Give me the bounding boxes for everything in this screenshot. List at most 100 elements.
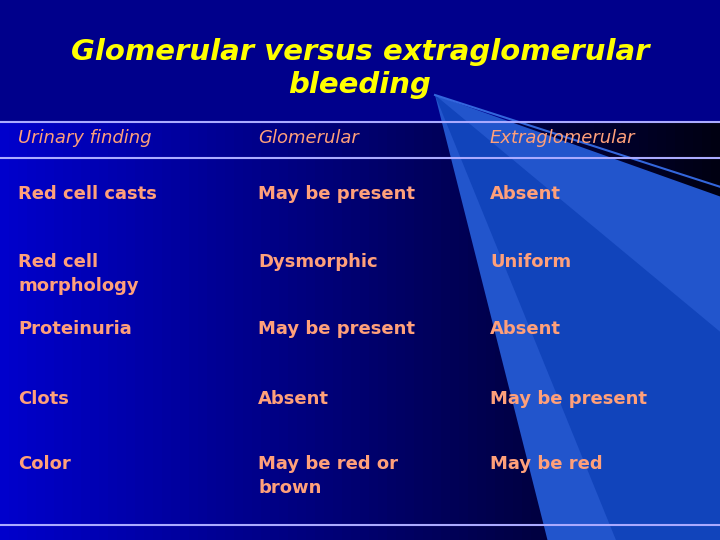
Bar — [702, 0, 711, 540]
Bar — [252, 0, 261, 540]
Bar — [54, 0, 63, 540]
Bar — [261, 0, 270, 540]
Bar — [234, 0, 243, 540]
Bar — [468, 0, 477, 540]
Text: May be present: May be present — [258, 320, 415, 338]
Polygon shape — [435, 95, 720, 540]
Polygon shape — [435, 95, 720, 540]
Text: May be present: May be present — [258, 185, 415, 203]
Bar — [18, 0, 27, 540]
Bar — [63, 0, 72, 540]
Bar — [369, 0, 378, 540]
Bar — [441, 0, 450, 540]
Text: Red cell
morphology: Red cell morphology — [18, 253, 139, 295]
Bar — [198, 0, 207, 540]
Bar — [288, 0, 297, 540]
Bar — [522, 0, 531, 540]
Bar — [684, 0, 693, 540]
Bar — [171, 0, 180, 540]
Bar — [423, 0, 432, 540]
Text: Red cell casts: Red cell casts — [18, 185, 157, 203]
Text: Proteinuria: Proteinuria — [18, 320, 132, 338]
Bar — [243, 0, 252, 540]
Bar — [279, 0, 288, 540]
Bar — [315, 0, 324, 540]
Bar — [117, 0, 126, 540]
Bar — [153, 0, 162, 540]
Bar — [603, 0, 612, 540]
Bar — [639, 0, 648, 540]
Bar — [378, 0, 387, 540]
Text: May be present: May be present — [490, 390, 647, 408]
Bar — [333, 0, 342, 540]
Bar — [495, 0, 504, 540]
Bar — [396, 0, 405, 540]
Bar — [675, 0, 684, 540]
Text: Color: Color — [18, 455, 71, 473]
Bar — [405, 0, 414, 540]
Bar — [576, 0, 585, 540]
Bar — [486, 0, 495, 540]
Bar — [144, 0, 153, 540]
Text: May be red: May be red — [490, 455, 603, 473]
Bar — [126, 0, 135, 540]
Bar — [0, 0, 720, 122]
Text: Glomerular versus extraglomerular: Glomerular versus extraglomerular — [71, 38, 649, 66]
Bar — [81, 0, 90, 540]
Bar — [36, 0, 45, 540]
Text: May be red or
brown: May be red or brown — [258, 455, 398, 497]
Bar — [342, 0, 351, 540]
Text: Absent: Absent — [258, 390, 329, 408]
Bar — [0, 0, 9, 540]
Bar — [540, 0, 549, 540]
Bar — [477, 0, 486, 540]
Bar — [189, 0, 198, 540]
Bar — [270, 0, 279, 540]
Bar — [180, 0, 189, 540]
Text: Absent: Absent — [490, 185, 561, 203]
Text: Clots: Clots — [18, 390, 69, 408]
Bar — [558, 0, 567, 540]
Bar — [225, 0, 234, 540]
Bar — [90, 0, 99, 540]
Bar — [504, 0, 513, 540]
Bar — [162, 0, 171, 540]
Bar — [450, 0, 459, 540]
Bar — [351, 0, 360, 540]
Bar — [630, 0, 639, 540]
Bar — [360, 0, 369, 540]
Bar — [711, 0, 720, 540]
Bar — [72, 0, 81, 540]
Bar — [9, 0, 18, 540]
Bar — [549, 0, 558, 540]
Text: Extraglomerular: Extraglomerular — [490, 129, 636, 147]
Text: Glomerular: Glomerular — [258, 129, 359, 147]
Bar — [693, 0, 702, 540]
Bar — [324, 0, 333, 540]
Bar — [657, 0, 666, 540]
Bar — [45, 0, 54, 540]
Text: Absent: Absent — [490, 320, 561, 338]
Bar — [432, 0, 441, 540]
Bar — [648, 0, 657, 540]
Bar — [513, 0, 522, 540]
Bar — [216, 0, 225, 540]
Bar — [108, 0, 117, 540]
Bar — [585, 0, 594, 540]
Text: Dysmorphic: Dysmorphic — [258, 253, 377, 271]
Bar — [387, 0, 396, 540]
Bar — [666, 0, 675, 540]
Bar — [207, 0, 216, 540]
Text: bleeding: bleeding — [289, 71, 431, 99]
Bar — [27, 0, 36, 540]
Bar — [531, 0, 540, 540]
Bar — [621, 0, 630, 540]
Bar — [135, 0, 144, 540]
Bar — [306, 0, 315, 540]
Bar — [612, 0, 621, 540]
Text: Uniform: Uniform — [490, 253, 571, 271]
Bar — [567, 0, 576, 540]
Bar — [414, 0, 423, 540]
Bar — [594, 0, 603, 540]
Bar — [297, 0, 306, 540]
